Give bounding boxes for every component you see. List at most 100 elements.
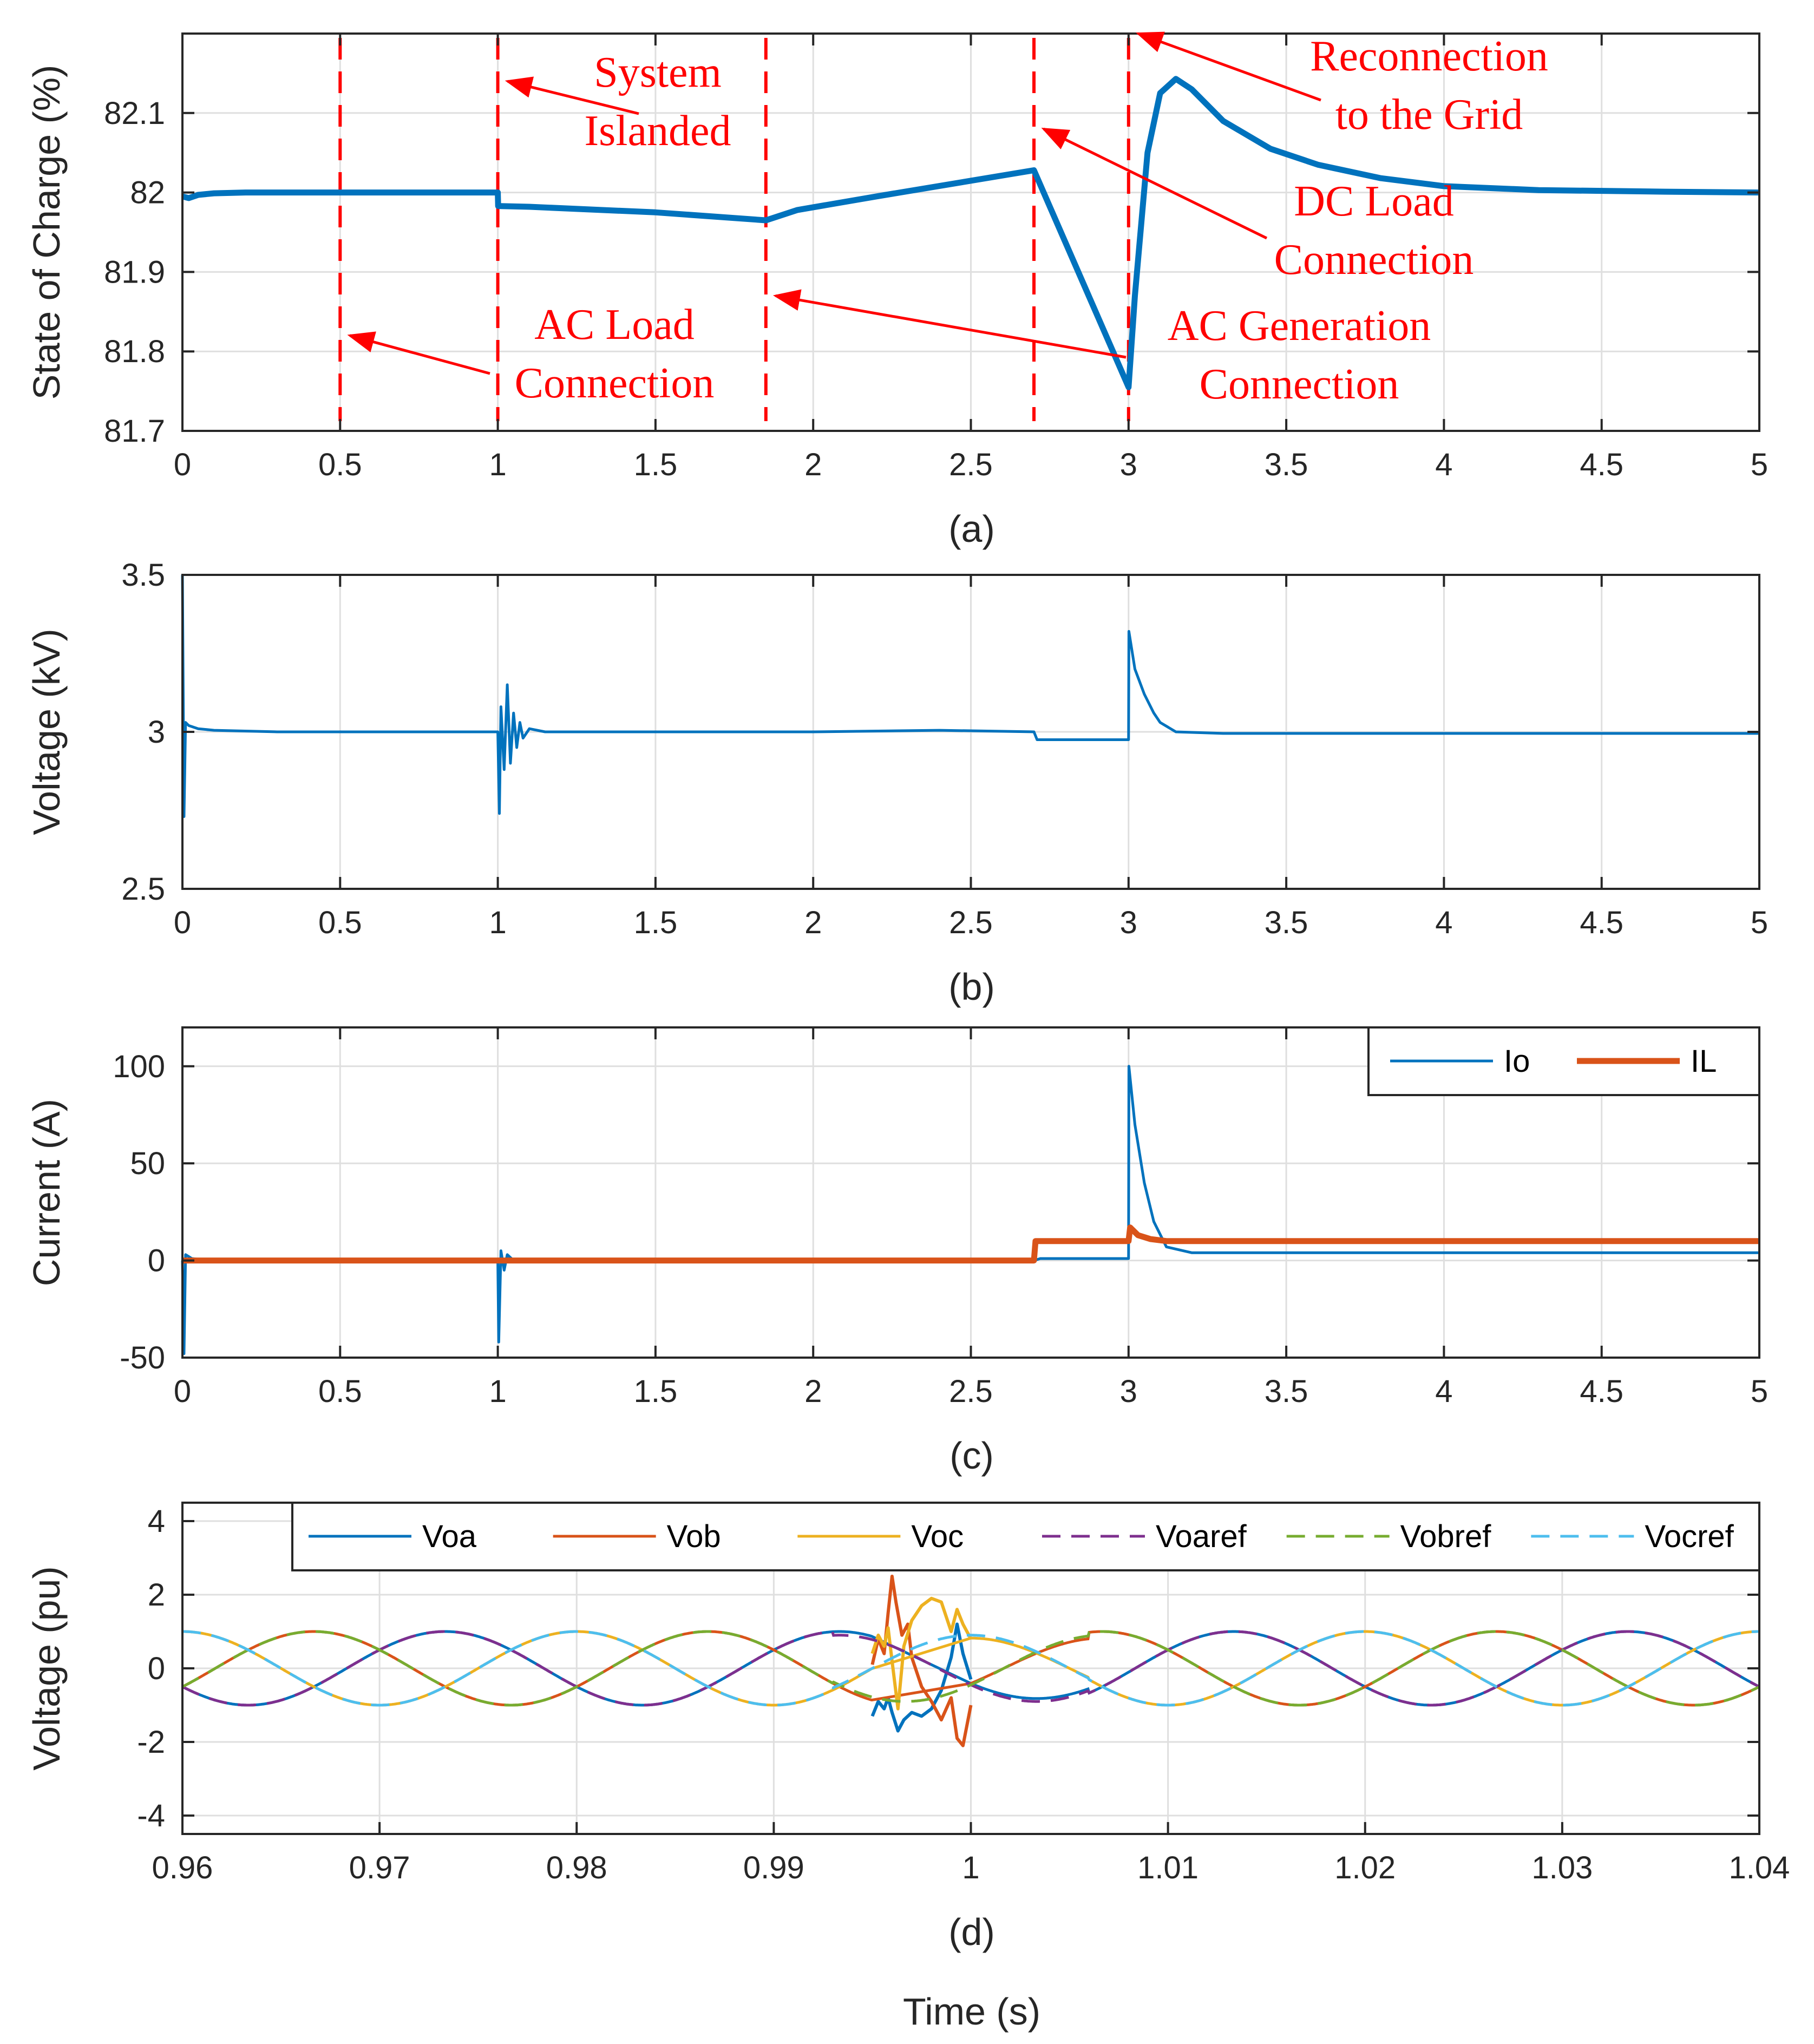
x-tick-label: 3.5	[1265, 1374, 1308, 1409]
x-tick-label: 3	[1120, 905, 1137, 940]
x-tick-label: 4	[1435, 1374, 1452, 1409]
panel-c-x-ticks: 0 0.5 1 1.5 2 2.5 3 3.5 4 4.5 5	[174, 1027, 1768, 1409]
y-tick-label: 82.1	[104, 96, 165, 131]
y-tick-label: 2.5	[121, 872, 165, 907]
x-tick-label: 3.5	[1265, 905, 1308, 940]
series-line-Vobref	[181, 1630, 1760, 1707]
y-tick-label: -50	[120, 1340, 165, 1375]
series-line-0	[181, 574, 1759, 818]
panel-c-y-label: Current (A)	[25, 1099, 68, 1286]
x-tick-label: 1	[962, 1850, 979, 1885]
x-tick-label: 2	[804, 1374, 822, 1409]
legend-label: IL	[1691, 1044, 1717, 1079]
x-axis-label-time: Time (s)	[903, 1990, 1040, 2033]
x-tick-label: 1.04	[1729, 1850, 1790, 1885]
annotation-line: Islanded	[584, 107, 731, 155]
x-tick-label: 0.5	[318, 447, 362, 482]
y-tick-label: -2	[137, 1725, 165, 1760]
annotation-line: AC Load	[534, 301, 695, 349]
legend-label: Vob	[667, 1519, 721, 1554]
y-tick-label: 4	[148, 1504, 165, 1539]
panel-b-y-label: Voltage (kV)	[25, 628, 68, 835]
annotation-label: Reconnection to the Grid	[1310, 32, 1548, 139]
x-tick-label: 2.5	[949, 905, 993, 940]
x-tick-label: 1.5	[634, 905, 678, 940]
transient-line-Voc	[870, 1596, 973, 1711]
legend-label: Vocref	[1645, 1519, 1734, 1554]
x-tick-label: 1	[489, 447, 506, 482]
y-tick-label: 81.9	[104, 254, 165, 290]
x-tick-label: 5	[1751, 447, 1768, 482]
y-tick-label: 82	[130, 175, 165, 211]
annotation-label: AC Generation Connection	[1168, 302, 1431, 408]
panel-d-legend: Voa Vob Voc Voaref Vobref Vocref	[291, 1502, 1760, 1571]
annotation-line: Connection	[515, 359, 715, 407]
annotation-label: DC Load Connection	[1274, 178, 1474, 284]
x-tick-label: 4.5	[1580, 1374, 1623, 1409]
annotation-arrow-0	[505, 76, 639, 115]
y-tick-label: 100	[113, 1049, 165, 1084]
annotation-label: System Islanded	[584, 49, 731, 155]
legend-label: Voaref	[1156, 1519, 1247, 1554]
legend-label: Io	[1504, 1044, 1530, 1079]
panel-d-y-label: Voltage (pu)	[25, 1566, 68, 1770]
y-tick-label: 50	[130, 1146, 165, 1181]
panel-a-state-of-charge: 0 0.5 1 1.5 2 2.5 3 3.5 4 4.5 5 81.7 81.8 81.9 82 82.1…	[25, 31, 1768, 550]
annotation-arrow-2	[1041, 127, 1268, 240]
x-tick-label: 5	[1751, 905, 1768, 940]
x-tick-label: 1.5	[634, 1374, 678, 1409]
panel-c-y-ticks: -50 0 50 100	[113, 1049, 1759, 1375]
panel-c-caption: (c)	[949, 1434, 994, 1477]
x-tick-label: 1.02	[1334, 1850, 1396, 1885]
x-tick-label: 1.5	[634, 447, 678, 482]
annotation-line: Reconnection	[1310, 32, 1548, 80]
x-tick-label: 2	[804, 447, 822, 482]
x-tick-label: 0.5	[318, 905, 362, 940]
x-tick-label: 2	[804, 905, 822, 940]
x-tick-label: 5	[1751, 1374, 1768, 1409]
x-tick-label: 1	[489, 1374, 506, 1409]
series-line-Vocref	[182, 1630, 1759, 1707]
panel-d-series	[181, 1575, 1760, 1747]
x-tick-label: 1.03	[1531, 1850, 1593, 1885]
x-tick-label: 0	[174, 447, 191, 482]
annotation-line: AC Generation	[1168, 302, 1431, 350]
x-tick-label: 4.5	[1580, 905, 1623, 940]
panel-a-x-ticks: 0 0.5 1 1.5 2 2.5 3 3.5 4 4.5 5	[174, 34, 1768, 482]
annotation-line: Connection	[1274, 236, 1474, 284]
x-tick-label: 2.5	[949, 447, 993, 482]
y-tick-label: 81.8	[104, 334, 165, 369]
panel-d-x-ticks: 0.96 0.97 0.98 0.99 1 1.01 1.02 1.03 1.04	[152, 1503, 1790, 1885]
panel-a-y-label: State of Charge (%)	[25, 65, 68, 400]
x-tick-label: 1	[489, 905, 506, 940]
legend-label: Voa	[422, 1519, 477, 1554]
annotation-line: System	[594, 49, 722, 96]
panel-b-x-ticks: 0 0.5 1 1.5 2 2.5 3 3.5 4 4.5 5	[174, 575, 1768, 940]
panel-a-caption: (a)	[948, 508, 995, 550]
y-tick-label: 3.5	[121, 558, 165, 593]
annotation-arrow-4	[772, 289, 1127, 359]
panel-c-current: 0 0.5 1 1.5 2 2.5 3 3.5 4 4.5 5 -50 0 50 100 Io IL Cur…	[25, 1026, 1768, 1477]
x-tick-label: 0.98	[546, 1850, 607, 1885]
annotation-arrow-3	[347, 331, 490, 375]
x-tick-label: 0	[174, 905, 191, 940]
legend-label: Voc	[911, 1519, 964, 1554]
x-tick-label: 0.96	[152, 1850, 213, 1885]
panel-a-annotations: System Islanded Reconnection to the Grid DC …	[347, 31, 1548, 408]
x-tick-label: 3.5	[1265, 447, 1308, 482]
annotation-arrow-1	[1136, 31, 1321, 102]
panel-c-series	[181, 1065, 1759, 1355]
x-tick-label: 2.5	[949, 1374, 993, 1409]
panel-a-y-ticks: 81.7 81.8 81.9 82 82.1	[104, 96, 1759, 449]
legend-box	[291, 1502, 1760, 1571]
x-tick-label: 3	[1120, 1374, 1137, 1409]
annotation-line: Connection	[1200, 361, 1399, 408]
x-tick-label: 1.01	[1137, 1850, 1199, 1885]
x-tick-label: 4	[1435, 447, 1452, 482]
panel-b-caption: (b)	[948, 966, 995, 1008]
y-tick-label: 0	[148, 1243, 165, 1279]
panel-d-caption: (d)	[948, 1911, 995, 1953]
panel-b-y-ticks: 2.5 3 3.5	[121, 558, 1759, 907]
panel-c-legend: Io IL	[1367, 1026, 1760, 1096]
annotation-line: DC Load	[1294, 178, 1454, 225]
